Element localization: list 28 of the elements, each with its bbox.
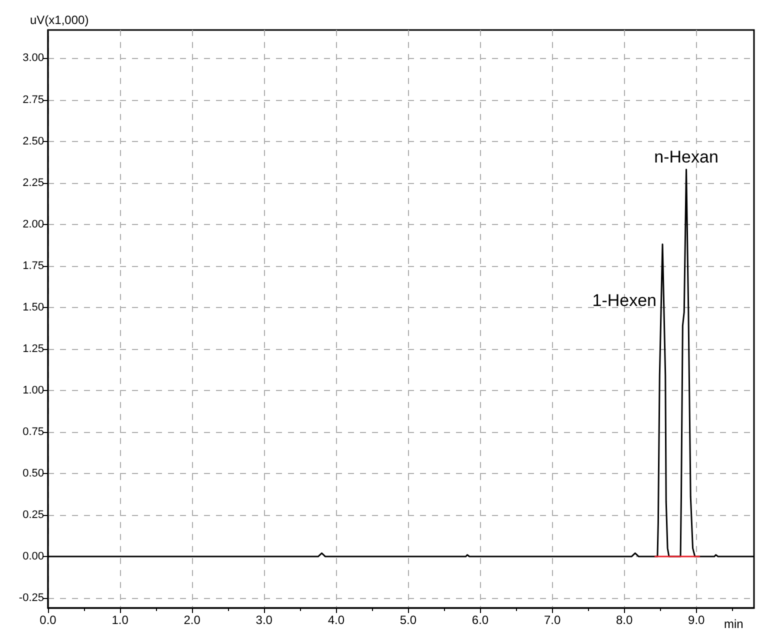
annotation: 1-Hexen	[592, 290, 657, 310]
y-tick-label: 1.50	[22, 301, 44, 314]
x-tick-label: 2.0	[184, 613, 201, 627]
y-tick-label: 3.00	[22, 52, 44, 64]
x-axis-title: min	[724, 617, 744, 630]
x-tick-label: 7.0	[544, 613, 561, 627]
y-tick-label: 0.00	[22, 550, 44, 563]
y-tick-label: 2.50	[22, 135, 44, 148]
annotation: n-Hexan	[654, 148, 718, 167]
x-tick-label: 3.0	[256, 613, 273, 627]
y-tick-label: 1.00	[22, 384, 44, 396]
y-tick-label: 0.75	[22, 426, 44, 438]
x-tick-label: 8.0	[616, 613, 633, 627]
y-tick-label: 2.25	[22, 176, 44, 189]
y-tick-label: -0.25	[18, 592, 44, 604]
y-tick-label: 0.25	[22, 508, 44, 521]
x-tick-label: 5.0	[400, 613, 417, 627]
y-tick-label: 2.00	[22, 218, 44, 230]
y-tick-label: 1.25	[22, 342, 44, 355]
x-tick-label: 6.0	[472, 613, 489, 627]
x-tick-label: 9.0	[688, 613, 706, 627]
x-tick-label: 4.0	[328, 613, 345, 627]
x-tick-label: 1.0	[112, 613, 129, 627]
y-axis-title: uV(x1,000)	[30, 13, 89, 27]
x-tick-label: 0.0	[40, 613, 57, 627]
y-tick-label: 2.75	[22, 94, 44, 106]
y-tick-label: 0.50	[22, 467, 44, 480]
y-tick-label: 1.75	[22, 260, 44, 272]
